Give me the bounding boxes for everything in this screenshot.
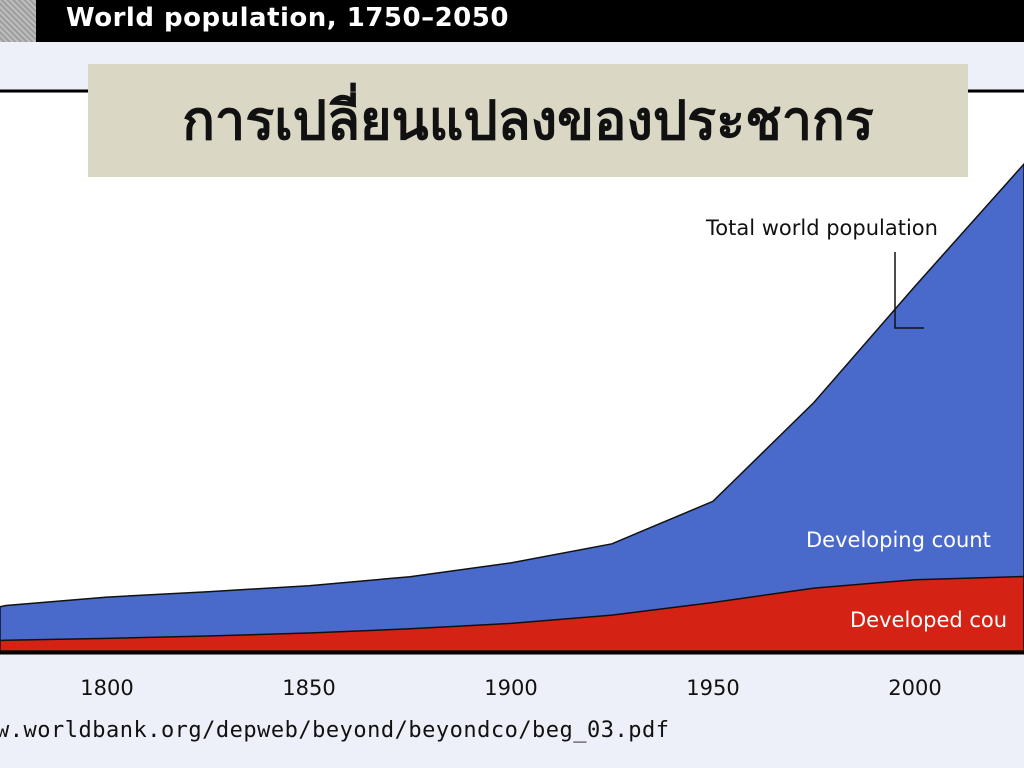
slide-title-box: การเปลี่ยนแปลงของประชากร [88, 64, 968, 177]
x-tick-labels: 1800 1850 1900 1950 2000 [80, 676, 941, 700]
header-title: World population, 1750–2050 [66, 3, 509, 33]
developing-countries-area [0, 162, 1024, 652]
label-developed-countries: Developed cou [850, 608, 1007, 632]
slide-title: การเปลี่ยนแปลงของประชากร [182, 89, 874, 152]
annotation-total-world-population: Total world population [705, 216, 938, 240]
annotation-leader-line [894, 252, 924, 329]
x-tick-label-1800: 1800 [80, 676, 133, 700]
x-tick-label-1950: 1950 [686, 676, 739, 700]
developed-countries-area [0, 575, 1024, 652]
x-tick-label-1900: 1900 [484, 676, 537, 700]
header-swatch [0, 0, 36, 42]
label-developing-countries: Developing count [806, 528, 991, 552]
x-tick-label-2000: 2000 [888, 676, 941, 700]
header-bar: World population, 1750–2050 [0, 0, 1024, 42]
x-tick-label-1850: 1850 [282, 676, 335, 700]
source-url: w.worldbank.org/depweb/beyond/beyondco/b… [0, 718, 670, 743]
